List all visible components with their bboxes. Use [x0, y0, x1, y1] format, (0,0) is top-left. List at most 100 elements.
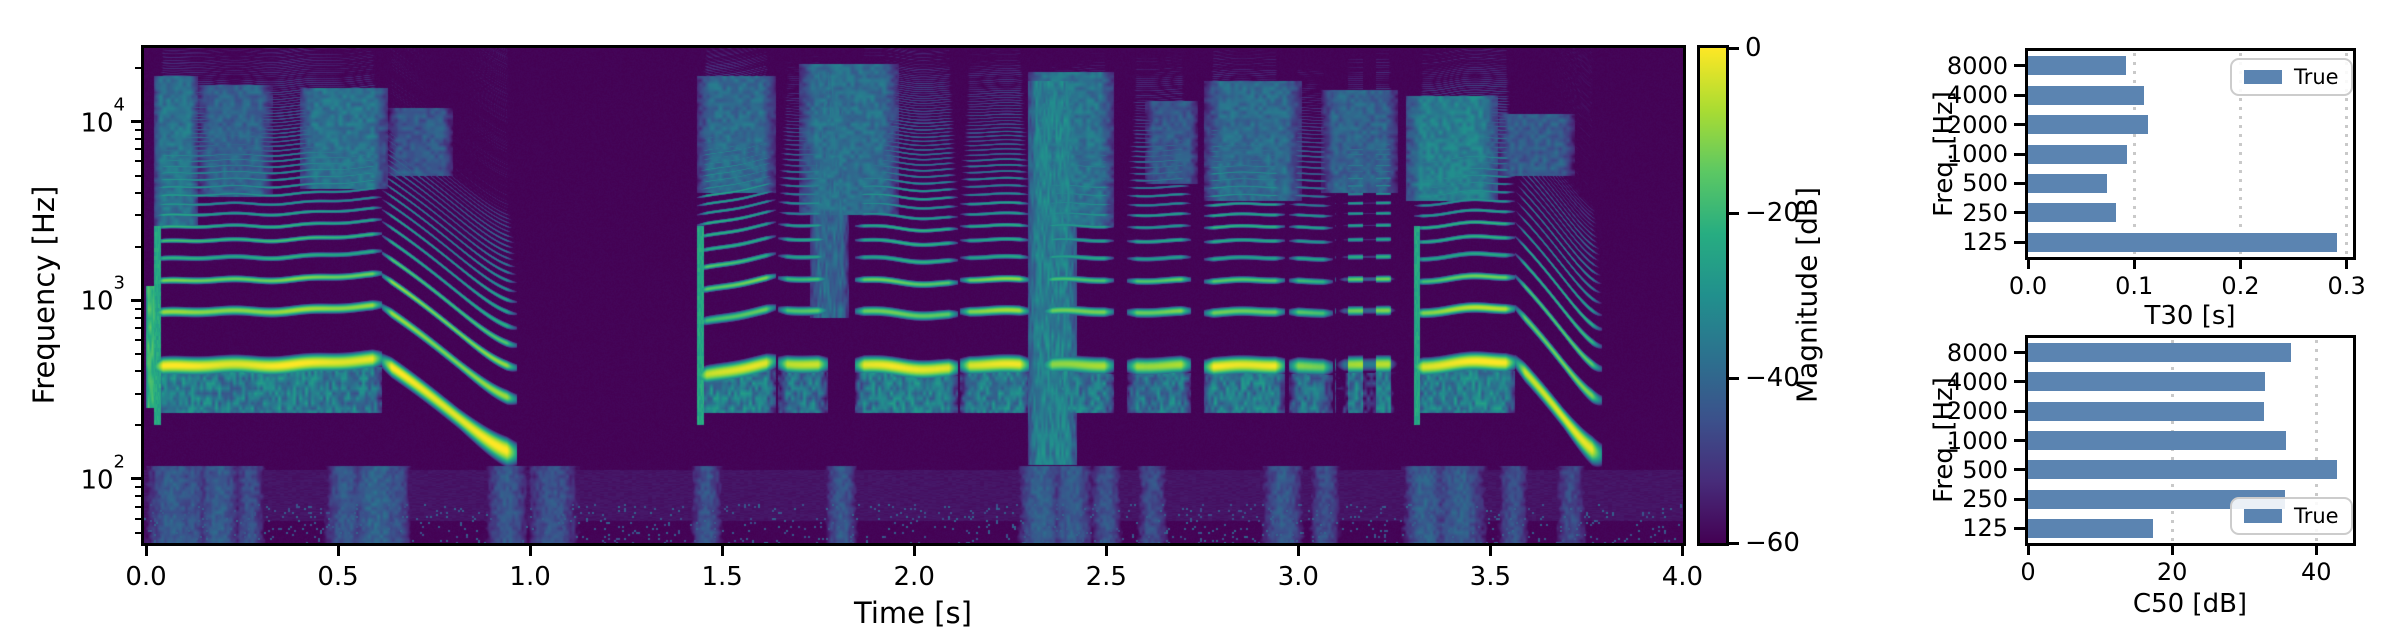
y-minor-tick-mark — [135, 424, 141, 427]
y-minor-tick-mark — [135, 505, 141, 508]
x-tick-label: 3.0 — [1277, 562, 1319, 592]
chart-y-tick-label: 4000 — [1946, 367, 2008, 396]
c50-ylabel: Freq. [Hz] — [1929, 377, 1959, 503]
t30-legend: True — [2230, 58, 2353, 96]
x-tick-label: 0.0 — [125, 562, 167, 592]
bar-125hz — [2028, 232, 2338, 252]
bar-250hz — [2028, 203, 2117, 223]
bar-1000hz — [2028, 144, 2127, 164]
chart-gridline — [2345, 53, 2349, 255]
colorbar-tick-label: −20 — [1745, 198, 1800, 228]
chart-x-tick-mark — [2170, 546, 2174, 555]
y-minor-tick-mark — [135, 339, 141, 341]
chart-y-tick-label: 500 — [1962, 455, 2008, 484]
y-minor-tick-mark — [135, 245, 141, 248]
y-minor-tick-mark — [135, 307, 141, 310]
c50-legend-label: True — [2294, 504, 2339, 528]
bar-8000hz — [2028, 343, 2292, 363]
chart-y-tick-label: 8000 — [1946, 51, 2008, 80]
spectrogram-heatmap — [144, 48, 1683, 543]
x-tick-label: 0.5 — [317, 562, 359, 592]
y-tick-label: 104 — [80, 94, 125, 139]
chart-x-tick-label: 0.3 — [2327, 272, 2366, 300]
colorbar-tick-label: −40 — [1745, 363, 1800, 393]
x-tick-mark — [720, 546, 724, 556]
chart-y-tick-label: 125 — [1962, 514, 2008, 543]
chart-gridline — [2132, 53, 2136, 255]
chart-y-tick-mark — [2014, 497, 2025, 501]
x-tick-mark — [144, 546, 148, 556]
x-tick-label: 1.5 — [701, 562, 743, 592]
bar-2000hz — [2028, 401, 2264, 421]
chart-y-tick-mark — [2014, 123, 2025, 127]
chart-gridline — [2314, 340, 2318, 541]
c50-xlabel: C50 [dB] — [2132, 589, 2248, 619]
y-tick-exponent: 3 — [113, 273, 125, 295]
y-minor-tick-mark — [135, 517, 141, 520]
x-tick-mark — [1488, 546, 1492, 556]
chart-y-tick-label: 1000 — [1946, 426, 2008, 455]
y-minor-tick-mark — [135, 128, 141, 131]
y-tick-exponent: 2 — [113, 451, 125, 473]
t30-legend-label: True — [2294, 65, 2339, 89]
y-minor-tick-mark — [135, 191, 141, 194]
y-minor-tick-mark — [135, 370, 141, 373]
chart-x-tick-label: 0 — [2020, 558, 2036, 586]
y-tick-mark — [131, 477, 141, 481]
y-minor-tick-mark — [135, 316, 141, 319]
y-minor-tick-mark — [135, 392, 141, 395]
chart-x-tick-mark — [2132, 260, 2136, 269]
bar-250hz — [2028, 489, 2286, 509]
t30-legend-swatch — [2244, 70, 2282, 84]
x-tick-mark — [1680, 546, 1684, 556]
chart-y-tick-mark — [2014, 409, 2025, 413]
colorbar-tick-mark — [1729, 46, 1739, 50]
c50-legend: True — [2230, 497, 2353, 535]
x-tick-mark — [1104, 546, 1108, 556]
x-tick-mark — [336, 546, 340, 556]
y-minor-tick-mark — [135, 214, 141, 217]
chart-y-tick-mark — [2014, 64, 2025, 68]
chart-y-tick-mark — [2014, 439, 2025, 442]
x-tick-label: 3.5 — [1469, 562, 1512, 592]
y-tick-label: 103 — [80, 273, 125, 317]
chart-y-tick-mark — [2014, 240, 2025, 244]
bar-125hz — [2028, 518, 2154, 538]
chart-y-tick-mark — [2014, 93, 2025, 97]
bar-1000hz — [2028, 431, 2286, 450]
bar-500hz — [2028, 173, 2107, 193]
chart-x-tick-label: 20 — [2156, 558, 2188, 586]
y-tick-mark — [131, 298, 141, 302]
y-minor-tick-mark — [135, 495, 141, 498]
chart-x-tick-mark — [2026, 260, 2030, 269]
spectrogram-ylabel: Frequency [Hz] — [27, 185, 61, 405]
y-minor-tick-mark — [135, 486, 141, 489]
chart-y-tick-mark — [2014, 152, 2025, 156]
colorbar-tick-mark — [1729, 541, 1739, 545]
bar-4000hz — [2028, 372, 2266, 392]
t30-ylabel: Freq. [Hz] — [1929, 91, 1959, 217]
colorbar-tick-label: −60 — [1745, 528, 1800, 558]
chart-x-tick-mark — [2238, 260, 2242, 269]
chart-y-tick-label: 1000 — [1946, 140, 2008, 168]
bar-4000hz — [2028, 85, 2144, 105]
chart-x-tick-label: 0.2 — [2221, 272, 2260, 300]
chart-gridline — [2238, 53, 2242, 255]
y-minor-tick-mark — [135, 148, 141, 151]
colorbar-tick-mark — [1729, 376, 1739, 380]
y-minor-tick-mark — [135, 160, 141, 163]
bar-500hz — [2028, 460, 2338, 480]
x-tick-label: 2.5 — [1085, 562, 1127, 592]
y-minor-tick-mark — [135, 67, 141, 70]
colorbar-gradient — [1700, 48, 1726, 543]
y-minor-tick-mark — [135, 353, 141, 356]
y-minor-tick-mark — [135, 531, 141, 534]
chart-x-tick-label: 40 — [2300, 558, 2332, 586]
y-minor-tick-mark — [135, 327, 141, 330]
x-tick-label: 2.0 — [893, 562, 935, 592]
x-tick-mark — [1296, 546, 1300, 556]
chart-x-tick-label: 0.0 — [2008, 272, 2048, 300]
spectrogram-xlabel: Time [s] — [854, 596, 972, 630]
c50-bar-chart-plot-area — [2028, 338, 2353, 543]
chart-y-tick-label: 250 — [1962, 198, 2008, 227]
